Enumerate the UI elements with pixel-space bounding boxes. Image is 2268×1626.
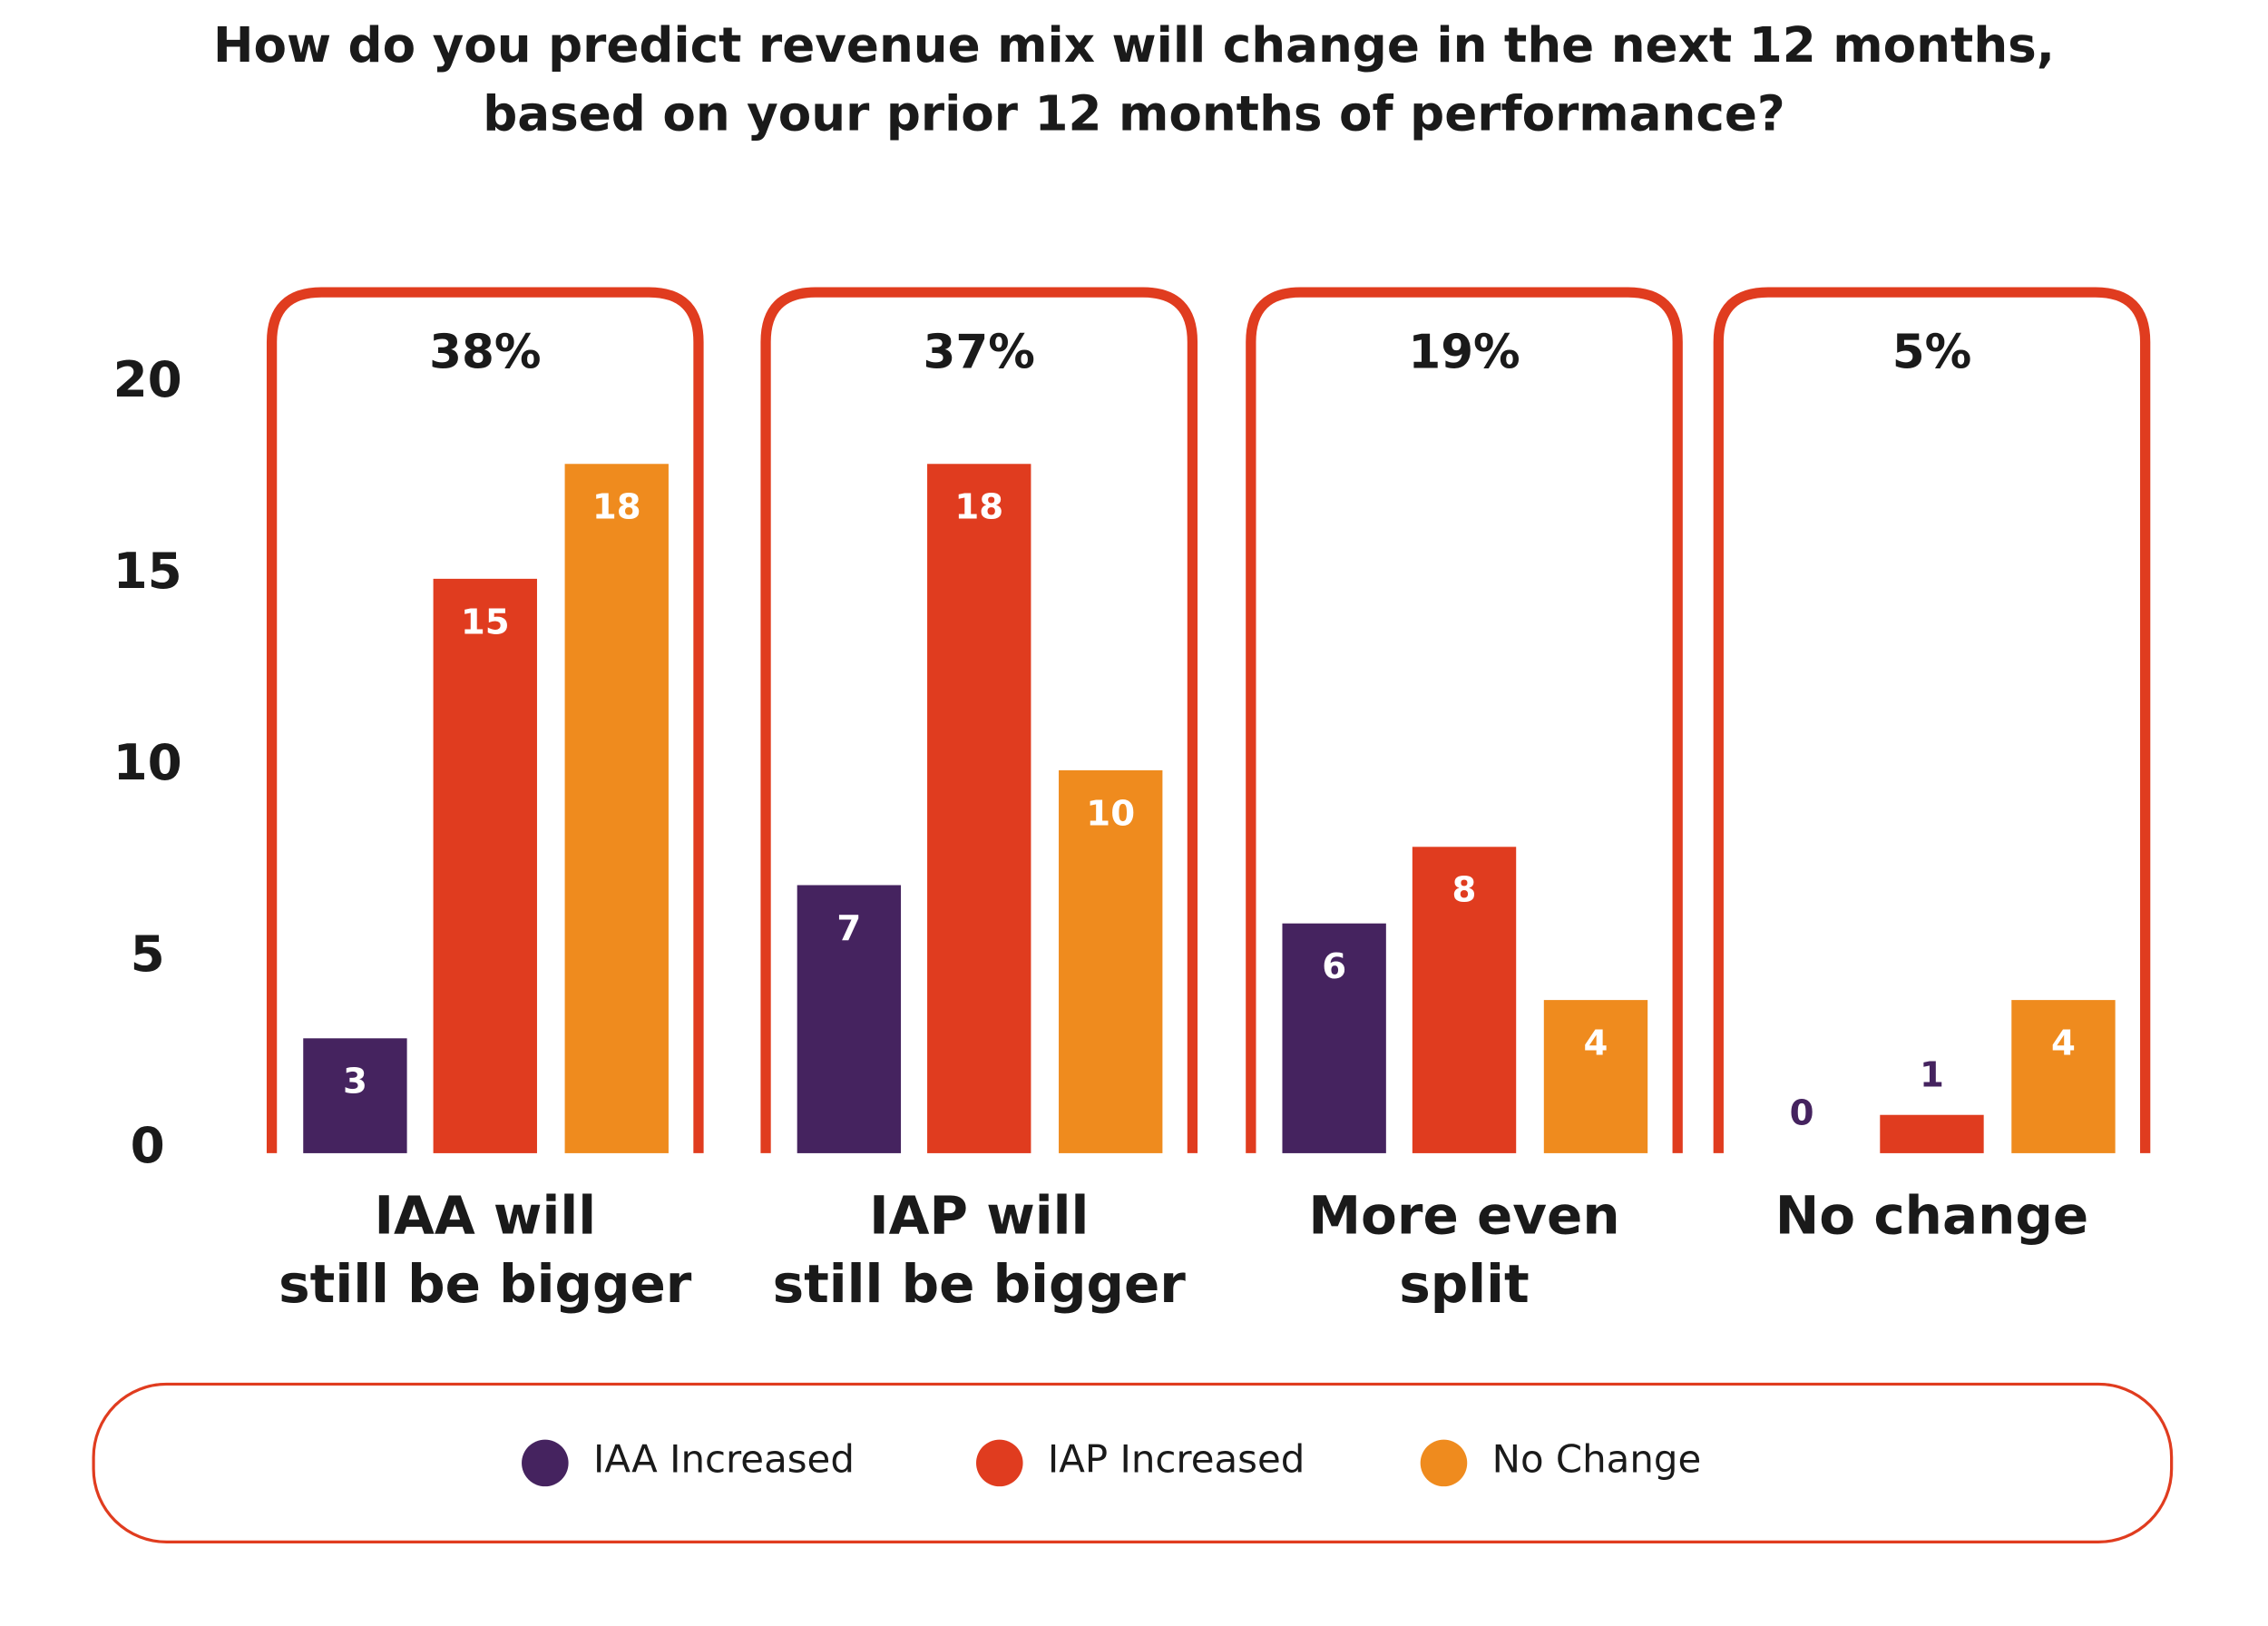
legend-frame xyxy=(92,1382,2174,1544)
group-percent: 5% xyxy=(1892,325,1971,379)
bar xyxy=(303,1038,407,1153)
legend-marker xyxy=(976,1439,1023,1487)
data-label: 7 xyxy=(836,908,861,949)
x-tick-label: split xyxy=(1399,1253,1529,1315)
legend-marker xyxy=(522,1439,569,1487)
x-tick-label: still be bigger xyxy=(773,1253,1187,1315)
bar xyxy=(1412,847,1517,1153)
bar xyxy=(797,885,902,1153)
x-tick-label: IAA will xyxy=(374,1185,596,1247)
group-percent: 37% xyxy=(924,325,1035,379)
x-tick-label: IAP will xyxy=(869,1185,1089,1247)
chart-area: How do you predict revenue mix will chan… xyxy=(92,17,2174,1544)
y-tick-label: 10 xyxy=(113,733,182,791)
bar xyxy=(1059,769,1163,1153)
legend-label: IAP Increased xyxy=(1048,1436,1305,1481)
x-tick-label: still be bigger xyxy=(279,1253,692,1315)
group-percent: 19% xyxy=(1408,325,1520,379)
group-frame xyxy=(1246,287,1683,1153)
legend-marker xyxy=(1420,1439,1468,1487)
legend-label: No Change xyxy=(1492,1436,1702,1481)
bar xyxy=(927,464,1031,1153)
y-tick-label: 5 xyxy=(131,925,165,983)
data-label: 4 xyxy=(1584,1024,1608,1064)
group-frame xyxy=(266,287,704,1153)
group-percent: 38% xyxy=(429,325,541,379)
data-label: 1 xyxy=(1920,1054,1944,1095)
bar xyxy=(1880,1114,1984,1153)
chart-title: How do you predict revenue mix will chan… xyxy=(213,17,2055,73)
x-tick-label: No change xyxy=(1775,1185,2088,1247)
bar xyxy=(1543,1000,1648,1153)
group-frame xyxy=(1713,287,2151,1153)
data-label: 0 xyxy=(1790,1093,1814,1134)
bar xyxy=(1282,923,1386,1153)
y-tick-label: 15 xyxy=(113,542,182,600)
data-label: 3 xyxy=(343,1062,367,1102)
data-label: 18 xyxy=(954,487,1003,528)
group-frame xyxy=(760,287,1198,1153)
bar xyxy=(433,578,537,1153)
chart-title: based on your prior 12 months of perform… xyxy=(483,86,1785,142)
data-label: 10 xyxy=(1086,793,1135,834)
bar xyxy=(564,464,669,1153)
x-tick-label: More even xyxy=(1308,1185,1619,1247)
y-tick-label: 20 xyxy=(113,350,182,408)
legend-label: IAA Increased xyxy=(593,1436,855,1481)
bar xyxy=(2011,1000,2116,1153)
data-label: 6 xyxy=(1322,946,1346,987)
data-label: 18 xyxy=(592,487,641,528)
data-label: 8 xyxy=(1452,870,1477,911)
y-tick-label: 0 xyxy=(131,1116,165,1174)
data-label: 15 xyxy=(461,602,510,642)
data-label: 4 xyxy=(2051,1024,2076,1064)
